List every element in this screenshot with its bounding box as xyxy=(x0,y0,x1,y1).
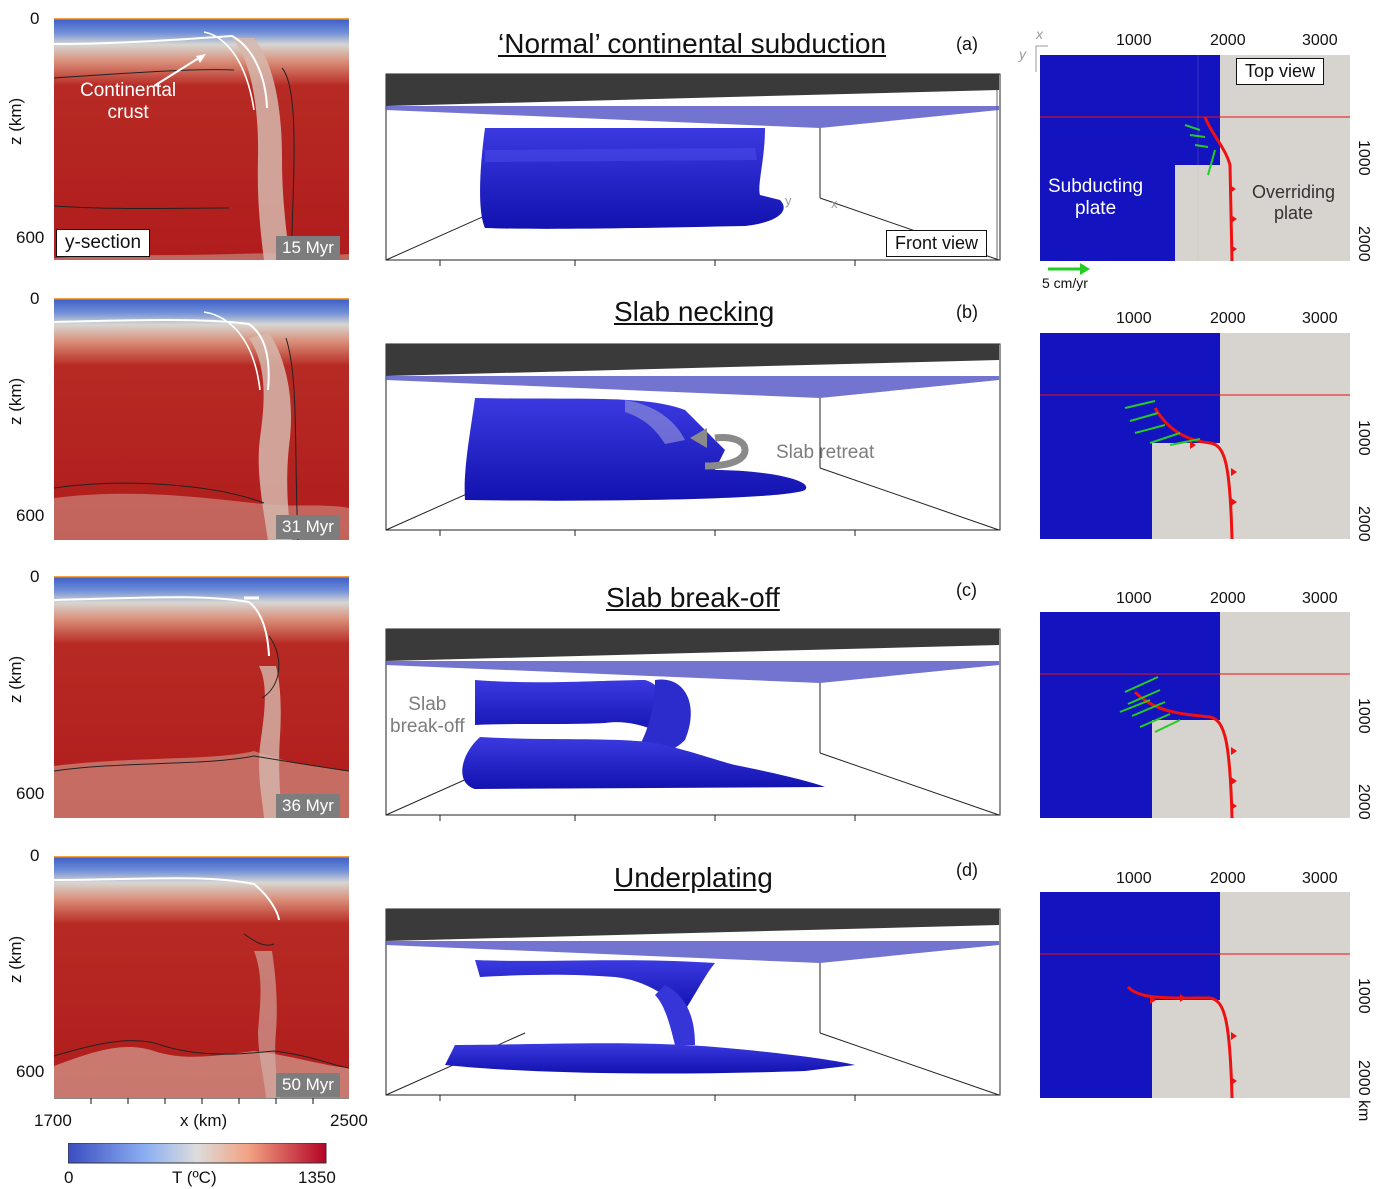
overriding-line-2: plate xyxy=(1273,202,1314,223)
z-tick-0: 0 xyxy=(30,846,40,865)
section-label: y-section xyxy=(56,229,151,257)
top-unit-label: 2000 km xyxy=(1355,1060,1372,1122)
z-tick-0: 0 xyxy=(30,567,40,586)
time-badge-d: 50 Myr xyxy=(276,1073,340,1097)
top-view-a xyxy=(1040,55,1350,261)
top-xtick-1000: 1000 xyxy=(1116,32,1152,49)
z-axis-label: z (km) xyxy=(6,655,25,703)
panel-label-c: (c) xyxy=(956,580,977,600)
top-xtick-2000: 2000 xyxy=(1210,32,1246,49)
title-a: ‘Normal’ continental subduction xyxy=(498,28,887,59)
top-xtick-2000: 2000 xyxy=(1210,310,1246,327)
top-view-b xyxy=(1040,333,1350,539)
front-view-d xyxy=(385,908,1001,1096)
x-tick-1700: 1700 xyxy=(34,1111,72,1130)
top-view-axes-icon xyxy=(1035,45,1048,72)
panel-label-a: (a) xyxy=(956,34,978,54)
subducting-plate-label: Subducting plate xyxy=(1048,176,1143,220)
panel-label-d: (d) xyxy=(956,860,978,880)
top-xtick-1000: 1000 xyxy=(1116,310,1152,327)
top-ytick-2000: 2000 xyxy=(1355,226,1372,262)
svg-text:y: y xyxy=(785,193,792,208)
top-view-c xyxy=(1040,612,1350,818)
slab-breakoff-annotation: Slab break-off xyxy=(390,694,465,738)
panel-label-b: (b) xyxy=(956,302,978,322)
front-ticks-c xyxy=(439,815,856,821)
top-xtick-2000: 2000 xyxy=(1210,590,1246,607)
top-ytick-2000: 2000 xyxy=(1355,506,1372,542)
annotation-line-1: Continental xyxy=(80,80,177,101)
annotation-arrow xyxy=(153,54,206,87)
z-tick-600: 600 xyxy=(16,506,45,525)
time-badge-b: 31 Myr xyxy=(276,515,340,539)
time-badge-c: 36 Myr xyxy=(276,794,340,818)
z-axis-label: z (km) xyxy=(6,377,25,425)
velocity-scale-label: 5 cm/yr xyxy=(1042,275,1088,291)
svg-text:x: x xyxy=(831,196,838,211)
time-badge-a: 15 Myr xyxy=(276,236,340,260)
temperature-section-c xyxy=(54,576,349,818)
top-ytick-1000: 1000 xyxy=(1355,140,1372,176)
z-tick-600: 600 xyxy=(16,1062,45,1081)
continental-crust-annotation: Continental crust xyxy=(80,80,176,124)
top-xtick-2000: 2000 xyxy=(1210,870,1246,887)
breakoff-line-2: break-off xyxy=(390,715,465,737)
top-view-label: Top view xyxy=(1236,58,1325,85)
z-tick-0: 0 xyxy=(30,289,40,308)
subducting-line-2: plate xyxy=(1074,197,1117,219)
x-tick-2500: 2500 xyxy=(330,1111,368,1130)
z-tick-600: 600 xyxy=(16,228,45,247)
front-view-a: y x xyxy=(385,73,1001,266)
top-xtick-1000: 1000 xyxy=(1116,870,1152,887)
colorbar-label: T (ºC) xyxy=(172,1168,217,1187)
top-ytick-2000: 2000 xyxy=(1355,784,1372,820)
temperature-colorbar xyxy=(68,1143,327,1164)
colorbar-max: 1350 xyxy=(298,1168,336,1187)
z-tick-0: 0 xyxy=(30,9,40,28)
top-ytick-1000: 1000 xyxy=(1355,420,1372,456)
top-view-d xyxy=(1040,892,1350,1098)
top-xtick-1000: 1000 xyxy=(1116,590,1152,607)
top-xtick-3000: 3000 xyxy=(1302,32,1338,49)
title-d: Underplating xyxy=(614,862,773,893)
slab-retreat-annotation: Slab retreat xyxy=(776,442,875,463)
top-xtick-3000: 3000 xyxy=(1302,310,1338,327)
top-ytick-1000: 1000 xyxy=(1355,978,1372,1014)
colorbar-min: 0 xyxy=(64,1168,74,1187)
x-axis-ticks xyxy=(54,1098,349,1104)
velocity-scale-arrow xyxy=(1048,263,1090,275)
z-tick-600: 600 xyxy=(16,784,45,803)
overriding-plate-label: Overriding plate xyxy=(1252,182,1335,223)
top-xtick-3000: 3000 xyxy=(1302,590,1338,607)
temperature-section-b xyxy=(54,298,349,540)
top-xtick-3000: 3000 xyxy=(1302,870,1338,887)
front-view-c xyxy=(385,628,1001,816)
title-c: Slab break-off xyxy=(606,582,780,613)
front-ticks-b xyxy=(439,530,856,536)
overriding-line-1: Overriding xyxy=(1252,182,1336,202)
top-axis-x: x xyxy=(1036,26,1043,42)
breakoff-line-1: Slab xyxy=(408,694,447,715)
x-axis-label: x (km) xyxy=(180,1111,228,1130)
front-view-label: Front view xyxy=(886,230,988,257)
top-ytick-1000: 1000 xyxy=(1355,698,1372,734)
subducting-line-1: Subducting xyxy=(1048,176,1144,197)
annotation-line-2: crust xyxy=(107,101,149,123)
z-axis-label: z (km) xyxy=(6,97,25,145)
title-b: Slab necking xyxy=(614,296,775,327)
z-axis-label: z (km) xyxy=(6,935,25,983)
front-view-b xyxy=(385,343,1001,531)
top-axis-y: y xyxy=(1019,46,1026,62)
temperature-section-d xyxy=(54,856,349,1098)
front-ticks-d xyxy=(439,1095,856,1101)
